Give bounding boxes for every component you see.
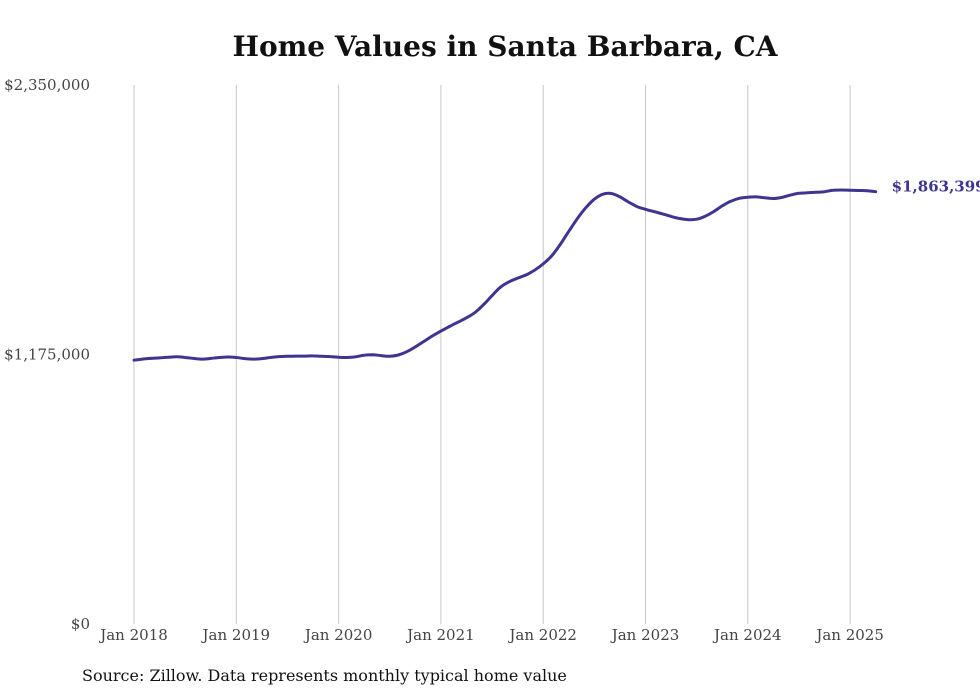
x-tick-label: Jan 2023: [610, 626, 680, 644]
end-label-group: $1,863,399: [892, 178, 980, 196]
y-axis-tick-labels: $0 $1,175,000 $2,350,000: [4, 76, 90, 633]
source-note: Source: Zillow. Data represents monthly …: [82, 666, 567, 685]
y-tick-label: $0: [71, 615, 90, 633]
chart-title: Home Values in Santa Barbara, CA: [232, 30, 778, 63]
x-tick-label: Jan 2024: [712, 626, 782, 644]
x-tick-label: Jan 2020: [303, 626, 373, 644]
end-value-label: $1,863,399: [892, 178, 980, 196]
series-line: [132, 188, 878, 362]
gridlines: [133, 85, 851, 624]
y-tick-label: $1,175,000: [4, 346, 90, 364]
x-tick-label: Jan 2021: [405, 626, 475, 644]
x-tick-label: Jan 2022: [507, 626, 577, 644]
x-tick-label: Jan 2019: [201, 626, 271, 644]
x-axis-tick-labels: Jan 2018 Jan 2019 Jan 2020 Jan 2021 Jan 2022…: [98, 626, 884, 644]
x-tick-label: Jan 2025: [814, 626, 884, 644]
x-tick-label: Jan 2018: [98, 626, 168, 644]
series-line-group: [132, 188, 878, 362]
y-tick-label: $2,350,000: [4, 76, 90, 94]
